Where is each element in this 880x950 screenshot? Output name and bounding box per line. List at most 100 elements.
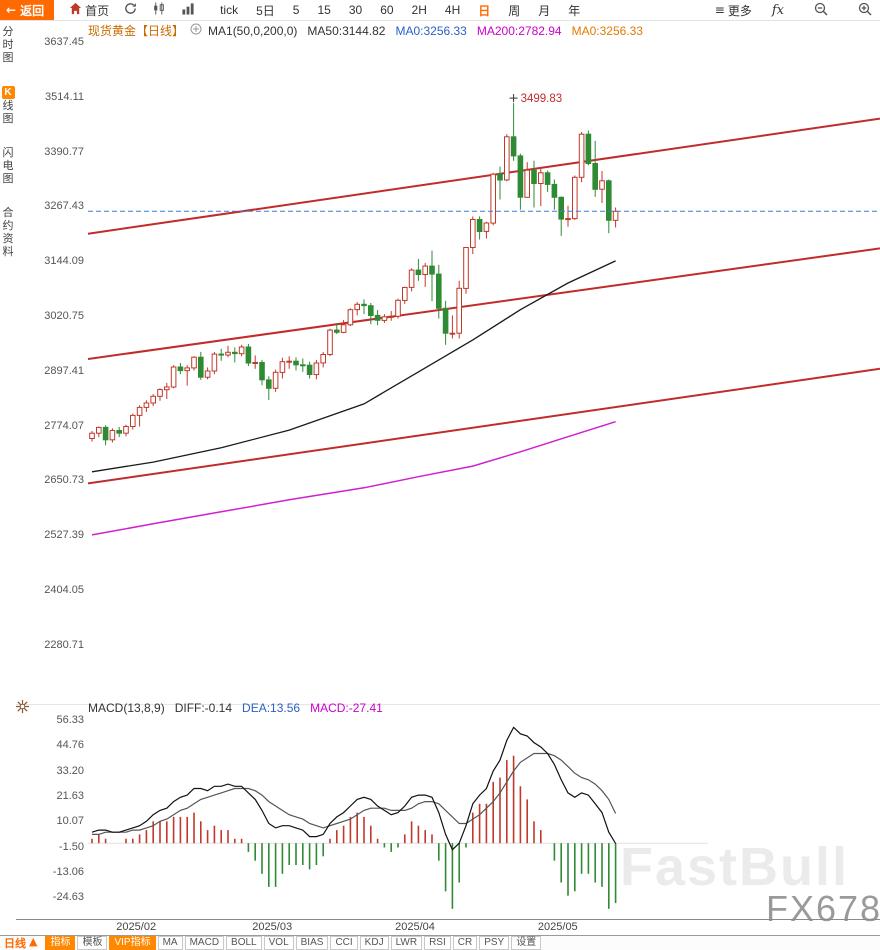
y-axis-label: 3514.11: [45, 90, 84, 103]
indicator-tab[interactable]: KDJ: [359, 936, 389, 950]
sidebar-item-char: 电: [2, 160, 14, 172]
candle: [116, 430, 122, 434]
volume-chart-type-button[interactable]: [181, 2, 195, 18]
candle: [470, 219, 476, 248]
macd-y-axis-label: 10.07: [56, 815, 84, 828]
indicator-tab[interactable]: VIP指标: [109, 936, 156, 950]
sidebar-item-contract-info[interactable]: 合约资料: [0, 201, 16, 259]
indicator-tab[interactable]: VOL: [263, 936, 294, 950]
home-button[interactable]: 首页: [69, 2, 109, 19]
indicator-tab[interactable]: BIAS: [295, 936, 329, 950]
candle: [599, 180, 605, 190]
timeframe-button[interactable]: 月: [538, 3, 551, 18]
zoom-out-icon: [814, 2, 828, 19]
timeframe-button[interactable]: 日: [478, 3, 491, 18]
candle: [592, 163, 598, 190]
trendline: [88, 367, 880, 485]
candle: [96, 426, 102, 434]
timeframe-button[interactable]: 60: [380, 3, 394, 17]
candle: [327, 329, 333, 356]
timeframe-button[interactable]: 周: [508, 3, 521, 18]
timeframe-button[interactable]: 5日: [256, 3, 275, 18]
indicator-tab[interactable]: MACD: [184, 936, 225, 950]
candle: [456, 287, 462, 334]
candle: [538, 172, 544, 185]
y-axis-label: 3144.09: [44, 255, 84, 268]
timeframe-button[interactable]: 30: [348, 3, 363, 17]
fx-icon: fx: [771, 2, 784, 18]
back-arrow-icon: ←: [6, 3, 17, 17]
candle: [170, 366, 177, 388]
symbol-title: 现货黄金【日线】: [88, 24, 185, 38]
indicator-tab[interactable]: 设置: [511, 936, 542, 950]
candle: [544, 172, 551, 185]
zoom-in-button[interactable]: [858, 2, 872, 19]
ma-value: MA1(50,0,200,0): [208, 23, 298, 38]
candlestick-icon: [152, 2, 166, 18]
candle: [191, 356, 197, 369]
candle: [585, 133, 592, 164]
indicator-tab[interactable]: PSY: [479, 936, 510, 950]
candle: [320, 354, 326, 364]
macd-canvas[interactable]: [88, 706, 880, 935]
back-label: 返回: [20, 3, 45, 18]
timeframe-button[interactable]: 5: [292, 3, 300, 17]
indicator-settings-icon[interactable]: [15, 699, 30, 719]
indicator-tab[interactable]: 模板: [77, 936, 108, 950]
zoom-in-icon: [858, 2, 872, 19]
timeframe-button[interactable]: 年: [568, 3, 581, 18]
sidebar-item-char: 图: [2, 113, 14, 125]
main-chart-canvas[interactable]: 3499.83: [88, 36, 880, 706]
sidebar-item-char: 时: [2, 39, 14, 51]
refresh-button[interactable]: [124, 2, 137, 18]
ma-value: MA0:3256.33: [571, 23, 643, 38]
candle: [395, 299, 401, 317]
timeframe-button[interactable]: 4H: [444, 3, 461, 17]
x-axis-label: 2025/04: [395, 921, 435, 933]
current-period-button[interactable]: 日线 ▲: [4, 935, 38, 950]
indicator-tab[interactable]: 指标: [45, 936, 76, 950]
candle: [368, 305, 374, 317]
candle: [442, 307, 449, 334]
indicator-tab[interactable]: LWR: [390, 936, 423, 950]
indicator-fx-button[interactable]: fx: [772, 3, 784, 18]
sidebar-item-char: 线: [2, 100, 14, 112]
fastbull-watermark: FastBull: [620, 837, 850, 897]
sidebar-item-lightning-chart[interactable]: 闪电图: [0, 141, 16, 186]
indicator-tab[interactable]: RSI: [424, 936, 451, 950]
timeframe-button[interactable]: 2H: [411, 3, 427, 17]
candle: [551, 183, 558, 198]
candle: [340, 324, 347, 333]
indicator-tab[interactable]: CR: [452, 936, 478, 950]
timeframe-button[interactable]: 15: [317, 3, 331, 17]
candle: [361, 303, 367, 307]
top-toolbar: ← 返回 首页 tick 5日 5 15 30 60 2H 4H 日 周 月 年 ≡ 更多 fx: [0, 0, 880, 21]
back-button[interactable]: ← 返回: [0, 0, 55, 20]
macd-value: DIFF:-0.14: [174, 701, 233, 715]
candle: [415, 269, 422, 276]
up-triangle-icon: ▲: [29, 935, 38, 948]
y-axis-label: 2280.71: [44, 638, 84, 651]
circle-plus-icon[interactable]: [190, 23, 202, 38]
candle: [517, 155, 524, 198]
indicator-tab[interactable]: CCI: [330, 936, 358, 950]
candle: [218, 353, 224, 356]
candle: [483, 222, 490, 232]
kline-chart-type-button[interactable]: [152, 2, 166, 18]
candle: [449, 332, 456, 335]
candle: [612, 210, 619, 221]
zoom-out-button[interactable]: [814, 2, 828, 19]
indicator-tab[interactable]: MA: [157, 936, 183, 950]
timeframe-button[interactable]: tick: [220, 3, 239, 17]
sidebar-item-time-chart[interactable]: 分时图: [0, 20, 16, 65]
dea-line: [92, 752, 617, 835]
home-label: 首页: [85, 3, 110, 18]
sidebar-item-char: 约: [2, 220, 14, 232]
candle: [150, 395, 157, 404]
more-button[interactable]: ≡ 更多: [715, 2, 752, 19]
candle: [565, 218, 571, 221]
indicator-tab[interactable]: BOLL: [226, 936, 262, 950]
indicator-tab-group: 指标 模板 VIP指标 MA MACD BOLL VOL BIAS CCI KDJ LWR RSI CR…: [45, 936, 542, 950]
